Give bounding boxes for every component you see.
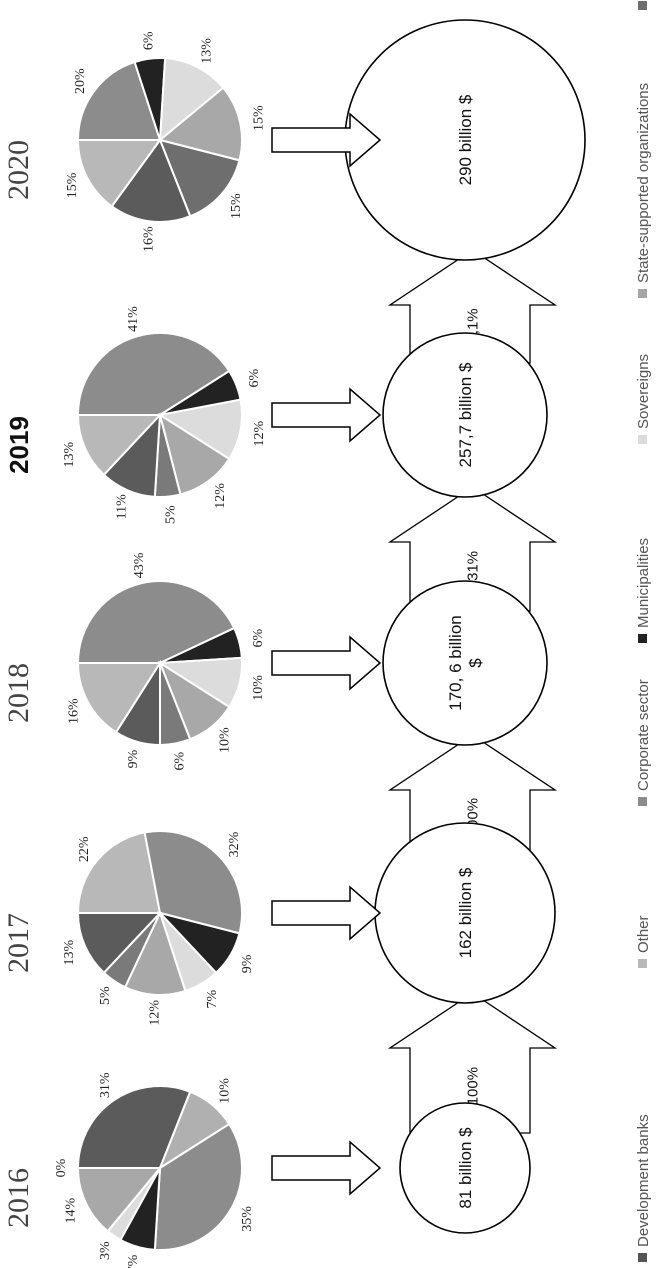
total-circle: 257,7 billion $ (383, 333, 547, 497)
total-circle: 170, 6 billion$ (383, 581, 547, 745)
slice-label: 6% (251, 628, 266, 647)
total-circle-shape (383, 581, 547, 745)
pie-2020: 20% 6% 13% 15% 15% 16% 15% (65, 31, 267, 252)
legend-label: Corporate sector (635, 679, 652, 791)
legend-swatch (638, 959, 647, 968)
slice-label: 7% (205, 989, 220, 1008)
slice-label: 12% (252, 421, 267, 447)
slice-label: 9% (126, 749, 141, 768)
slice-label: 13% (62, 940, 77, 966)
slice-label: 13% (199, 38, 214, 64)
slice-label: 7% (126, 1254, 141, 1268)
slice-label: 32% (227, 831, 242, 857)
down-arrow (272, 1142, 380, 1194)
pie-to-total-arrows (272, 114, 380, 1194)
legend-swatch (638, 634, 647, 643)
pie-2016: 31% 10% 35% 7% 3% 14% 0% (54, 1072, 255, 1268)
legend-label: Municipalities (635, 538, 652, 628)
slice-label: 11% (114, 494, 129, 519)
slice-label: 3% (98, 1241, 113, 1260)
legend-item: State-supported organizations (635, 83, 652, 298)
slice-label: 0% (54, 1158, 69, 1177)
slice-label: 13% (62, 442, 77, 468)
pie-2019: 41% 6% 12% 12% 5% 11% 13% (62, 306, 267, 524)
slice-label: 9% (240, 954, 255, 973)
legend-swatch (638, 289, 647, 298)
slice-label: 10% (218, 727, 233, 753)
slice-label: 35% (240, 1206, 255, 1232)
slice-label: 43% (132, 552, 147, 578)
legend-item: Other (635, 915, 652, 968)
legend-label: State-supported organizations (635, 83, 652, 283)
total-label: 257,7 billion $ (456, 362, 475, 467)
slice-label: 15% (229, 193, 244, 219)
legend-item: Sovereigns (635, 354, 652, 444)
pie-charts: 31% 10% 35% 7% 3% 14% 0% 22% 32% 9% 7% 12% 5% 13% 43% 6… (54, 31, 267, 1268)
legend-label: Sovereigns (635, 354, 652, 429)
slice-label: 16% (66, 698, 81, 724)
slice-label: 6% (173, 752, 188, 771)
slice-label: 5% (163, 505, 178, 524)
slice-label: 22% (77, 836, 92, 862)
slice-label: 31% (98, 1072, 113, 1098)
slice-label: 12% (213, 483, 228, 509)
down-arrow (272, 389, 380, 441)
slice-label: 12% (148, 1000, 163, 1026)
legend-item: Development banks (635, 1114, 652, 1262)
legend-swatch (638, 797, 647, 806)
slice-label: 41% (126, 306, 141, 332)
legend-swatch (638, 1, 647, 10)
year-label: 2018 (2, 663, 35, 723)
down-arrow (272, 887, 380, 939)
year-labels: 2016 2017 2018 2019 2020 (2, 140, 35, 1228)
legend-swatch (638, 1253, 647, 1262)
pie-2017: 22% 32% 9% 7% 12% 5% 13% (62, 831, 255, 1026)
slice-label: 10% (251, 675, 266, 701)
year-label: 2019 (4, 416, 34, 474)
legend-item: Ban (635, 0, 652, 10)
legend-item: Corporate sector (635, 679, 652, 806)
legend-item: Municipalities (635, 538, 652, 643)
legend-swatch (638, 435, 647, 444)
slice-label: 14% (64, 1197, 79, 1223)
slice-label: 6% (142, 31, 157, 50)
slice-label: 5% (98, 986, 113, 1005)
total-label: 81 billion $ (456, 1127, 475, 1209)
total-label: 162 billion $ (456, 867, 475, 958)
slice-label: 16% (142, 226, 157, 252)
slice-label: 10% (218, 1078, 233, 1104)
slice-label: 15% (65, 172, 80, 198)
total-circle: 162 billion $ (375, 823, 555, 1003)
year-label: 2017 (2, 913, 35, 973)
legend: Development banks Other Corporate sector Mu… (635, 0, 652, 1262)
down-arrow (272, 637, 380, 689)
total-label: 290 billion $ (456, 94, 475, 185)
pie-2018: 43% 6% 10% 10% 6% 9% 16% (66, 552, 266, 770)
legend-label: Other (635, 915, 652, 953)
year-label: 2020 (2, 140, 35, 200)
slice-label: 20% (73, 68, 88, 94)
slice-label: 15% (252, 105, 267, 131)
slice-label: 6% (247, 369, 262, 388)
total-circle: 81 billion $ (400, 1103, 530, 1233)
year-label: 2016 (2, 1168, 35, 1228)
legend-label: Development banks (635, 1114, 652, 1247)
